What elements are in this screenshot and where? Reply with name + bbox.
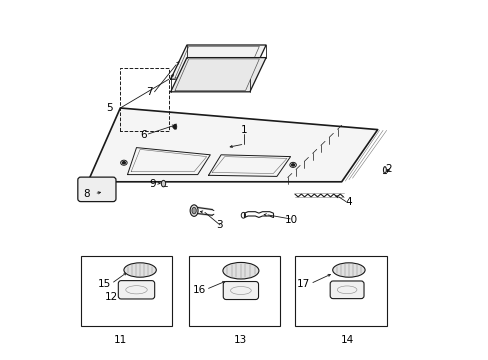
Ellipse shape <box>291 164 294 166</box>
Ellipse shape <box>332 263 365 277</box>
Text: 4: 4 <box>345 197 351 207</box>
Text: 17: 17 <box>297 279 310 289</box>
Text: 15: 15 <box>97 279 110 289</box>
Text: 16: 16 <box>192 285 206 295</box>
Ellipse shape <box>190 205 198 216</box>
Text: 12: 12 <box>104 292 118 302</box>
Text: 11: 11 <box>113 335 127 345</box>
Polygon shape <box>170 45 265 79</box>
FancyBboxPatch shape <box>223 282 258 300</box>
Bar <box>294 256 386 326</box>
Polygon shape <box>170 58 265 92</box>
Text: 14: 14 <box>340 335 353 345</box>
Text: 3: 3 <box>216 220 222 230</box>
Polygon shape <box>88 108 377 182</box>
Text: 5: 5 <box>106 103 113 113</box>
FancyBboxPatch shape <box>329 281 363 299</box>
Ellipse shape <box>122 162 125 164</box>
Text: 7: 7 <box>145 87 152 97</box>
FancyBboxPatch shape <box>78 177 116 202</box>
Text: 2: 2 <box>385 164 391 174</box>
Ellipse shape <box>173 124 177 129</box>
Ellipse shape <box>192 207 196 214</box>
Text: 9: 9 <box>149 179 156 189</box>
Ellipse shape <box>223 262 258 279</box>
Bar <box>81 256 172 326</box>
Text: 8: 8 <box>82 189 89 199</box>
Text: 13: 13 <box>234 335 247 345</box>
Text: 6: 6 <box>140 130 147 140</box>
Text: 10: 10 <box>284 215 297 225</box>
FancyBboxPatch shape <box>118 281 154 299</box>
Ellipse shape <box>161 180 165 187</box>
Text: 1: 1 <box>241 125 247 135</box>
Bar <box>188 256 280 326</box>
Ellipse shape <box>123 263 156 277</box>
